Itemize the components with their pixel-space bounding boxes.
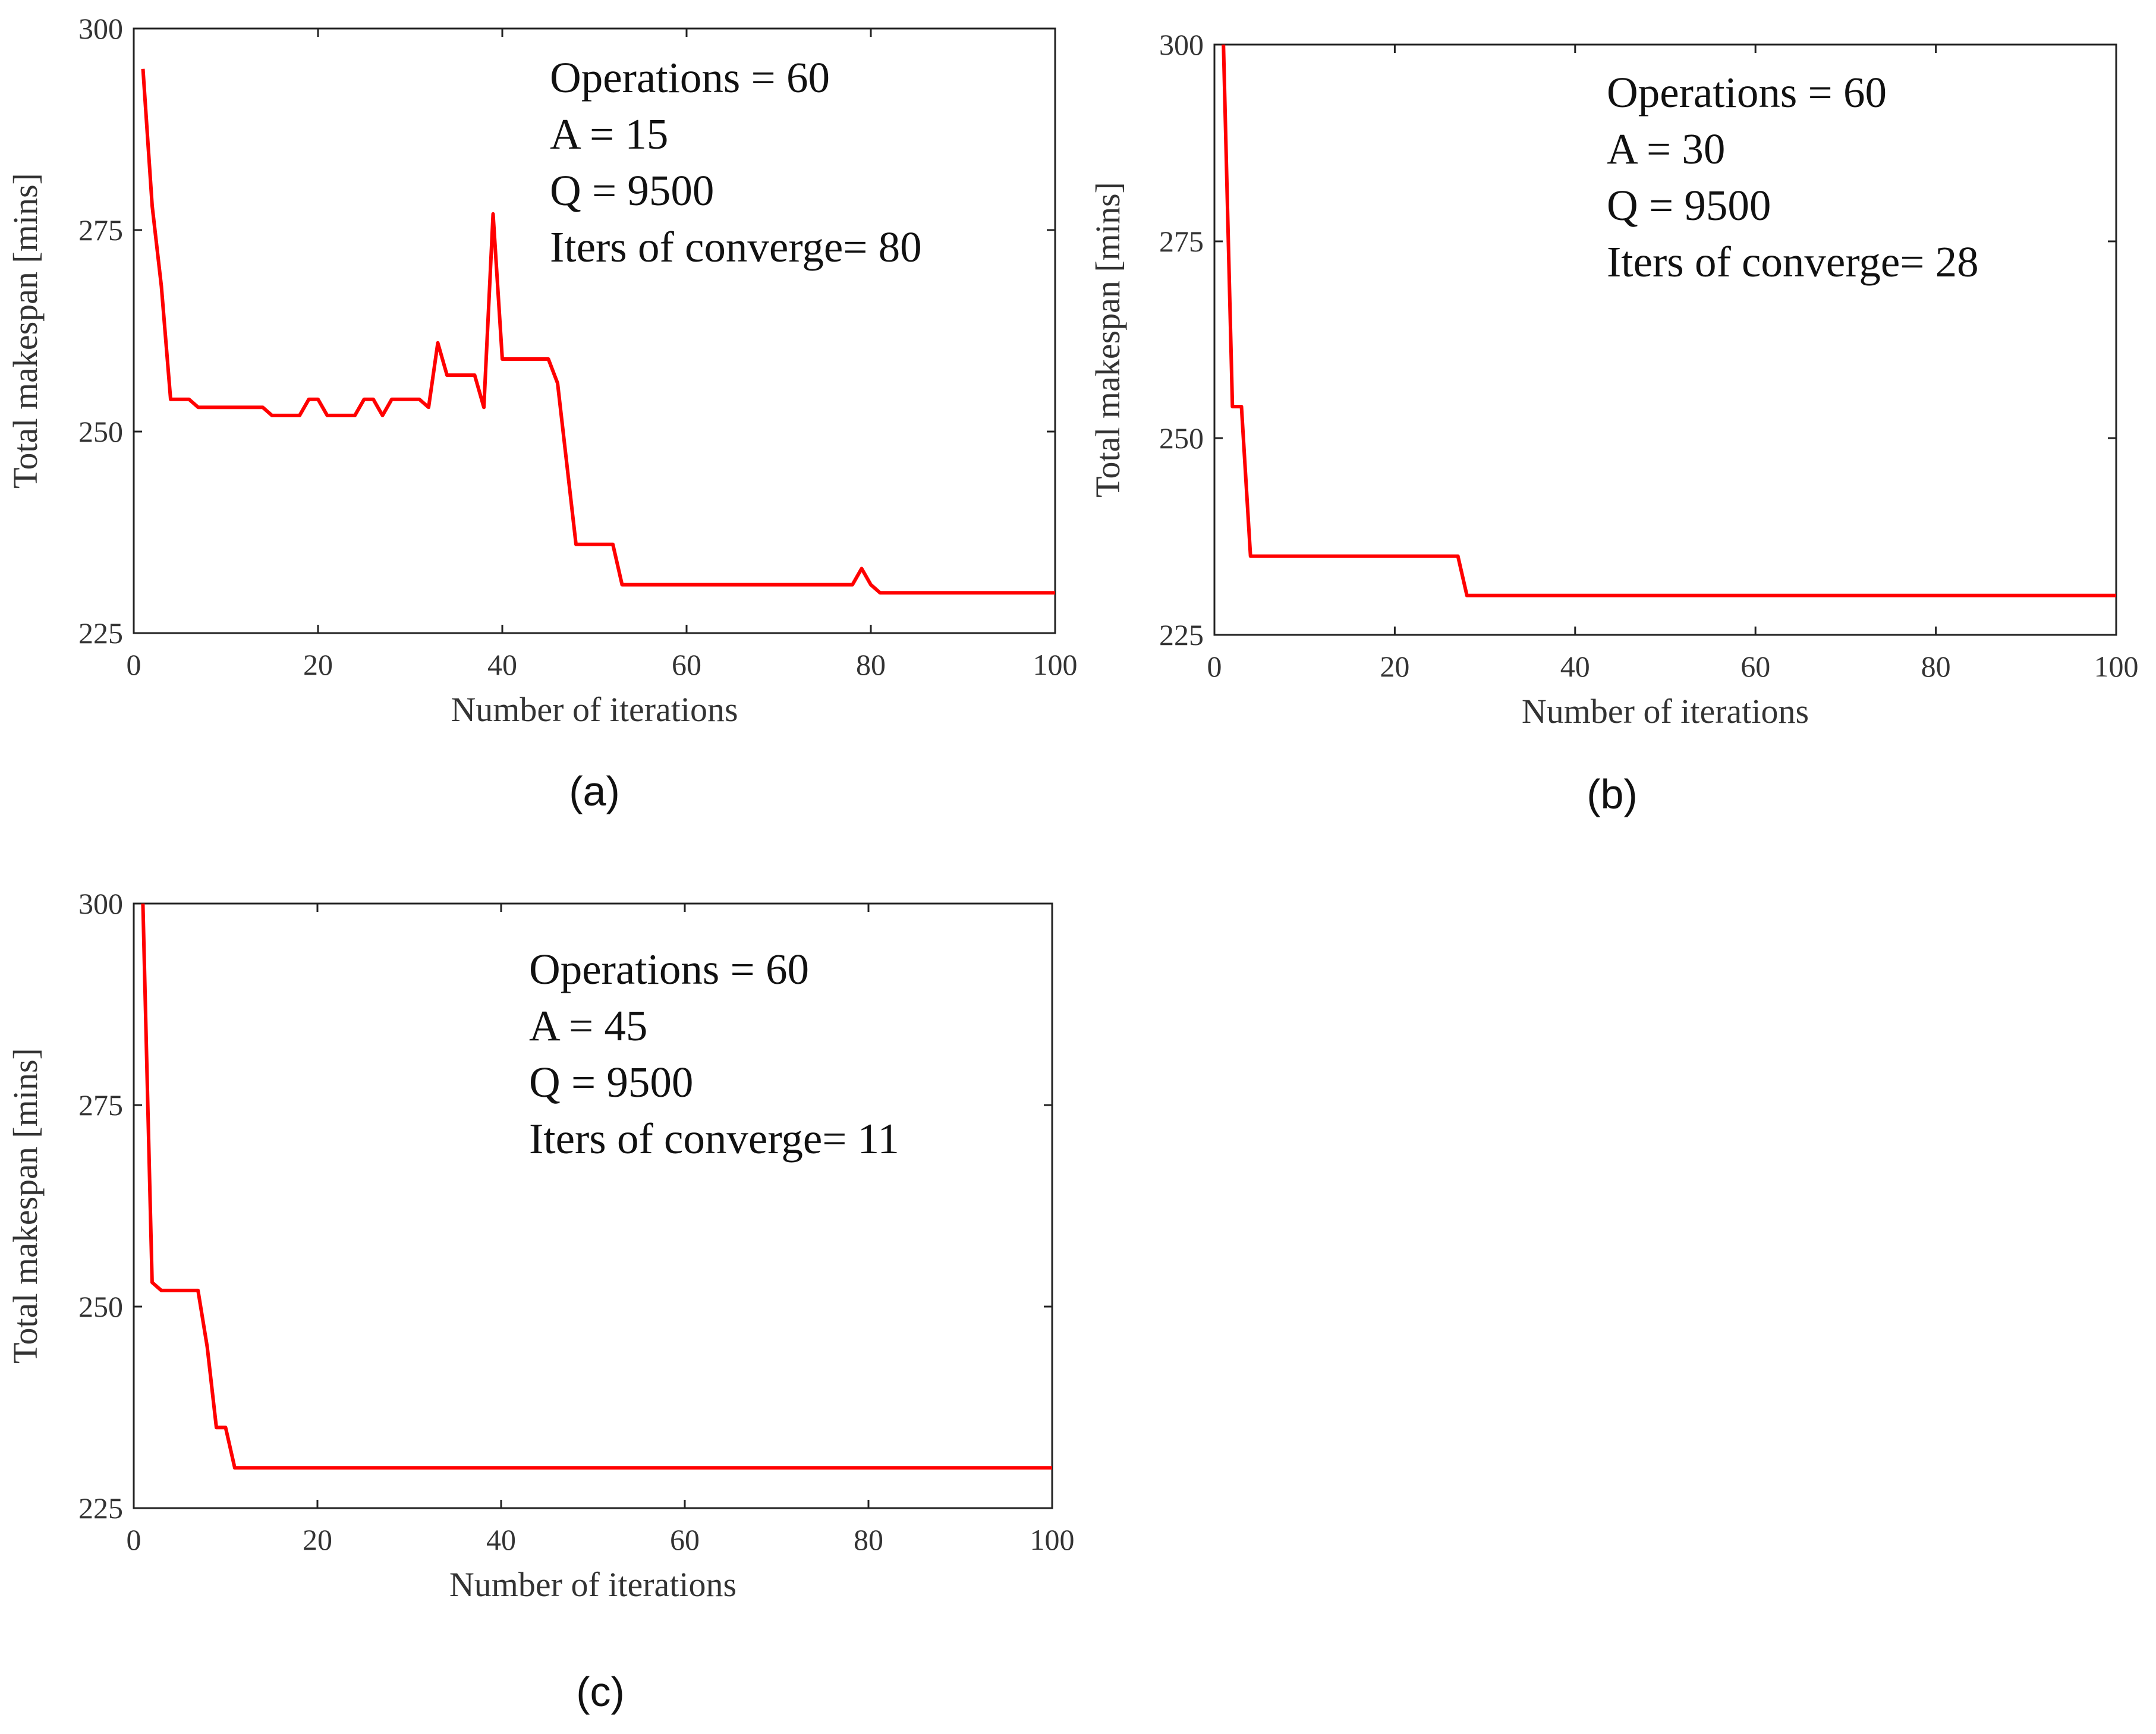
annotation-line: Iters of converge= 11	[529, 1115, 899, 1163]
x-tick-label: 100	[1030, 1523, 1075, 1556]
y-tick-label: 300	[1159, 28, 1204, 61]
series-line-makespan	[1222, 44, 2116, 597]
panel-label: (c)	[576, 1669, 625, 1715]
panel-label: (b)	[1587, 771, 1638, 817]
y-tick-label: 250	[1159, 421, 1204, 455]
series-line-makespan	[141, 903, 1052, 1470]
x-tick-label: 20	[1380, 650, 1409, 683]
y-tick-label: 225	[78, 1491, 123, 1525]
x-tick-label: 20	[303, 1523, 332, 1556]
plot-frame	[133, 27, 1056, 634]
x-tick-label: 40	[1560, 650, 1590, 683]
y-tick-label: 250	[78, 1290, 123, 1323]
annotation-line: A = 30	[1607, 125, 1725, 173]
panel-label: (a)	[569, 768, 620, 814]
y-tick-label: 275	[78, 213, 123, 247]
x-axis-label: Number of iterations	[451, 690, 738, 729]
chart-panel-2: 0 20 40 60 80 100 225 250 275 300 Number of iterat…	[1088, 28, 2139, 817]
x-tick-label: 100	[1033, 648, 1078, 681]
annotation-line: A = 15	[550, 110, 668, 158]
y-tick-label: 275	[78, 1088, 123, 1122]
x-tick-label: 80	[856, 648, 886, 681]
chart-panel-1: 0 20 40 60 80 100 225 250 275 300 Number of iterat…	[6, 12, 1078, 814]
plot-frame	[133, 902, 1053, 1509]
plot-frame	[1213, 43, 2117, 636]
annotation-line: Q = 9500	[1607, 181, 1771, 229]
annotation-line: Operations = 60	[550, 54, 830, 102]
x-tick-label: 80	[854, 1523, 883, 1556]
y-tick-label: 300	[78, 887, 123, 920]
annotation-line: Q = 9500	[550, 166, 714, 215]
series-line-makespan	[141, 68, 1055, 595]
x-tick-label: 60	[672, 648, 701, 681]
x-axis-label: Number of iterations	[1522, 692, 1809, 731]
y-tick-label: 250	[78, 415, 123, 448]
annotation-line: A = 45	[529, 1002, 647, 1050]
y-tick-label: 300	[78, 12, 123, 45]
x-tick-label: 40	[487, 648, 517, 681]
x-tick-label: 40	[486, 1523, 516, 1556]
chart-panel-3: 0 20 40 60 80 100 225 250 275 300 Number of iterat…	[6, 887, 1075, 1715]
x-tick-label: 20	[303, 648, 333, 681]
x-tick-label: 0	[127, 648, 141, 681]
x-tick-label: 0	[1207, 650, 1222, 683]
y-axis-label: Total makespan [mins]	[6, 173, 45, 489]
annotation-line: Iters of converge= 28	[1607, 238, 1979, 286]
x-tick-label: 100	[2094, 650, 2139, 683]
x-tick-label: 60	[1740, 650, 1770, 683]
y-axis-label: Total makespan [mins]	[1088, 182, 1127, 498]
x-tick-label: 80	[1921, 650, 1951, 683]
x-tick-label: 0	[127, 1523, 141, 1556]
annotation-line: Operations = 60	[1607, 68, 1887, 117]
annotation-line: Q = 9500	[529, 1058, 693, 1106]
y-axis-label: Total makespan [mins]	[6, 1048, 45, 1364]
y-tick-label: 225	[1159, 618, 1204, 652]
x-tick-label: 60	[670, 1523, 700, 1556]
annotation-line: Iters of converge= 80	[550, 223, 922, 271]
y-tick-label: 225	[78, 616, 123, 650]
annotation-line: Operations = 60	[529, 945, 809, 993]
y-tick-label: 275	[1159, 225, 1204, 258]
x-axis-label: Number of iterations	[449, 1565, 736, 1604]
